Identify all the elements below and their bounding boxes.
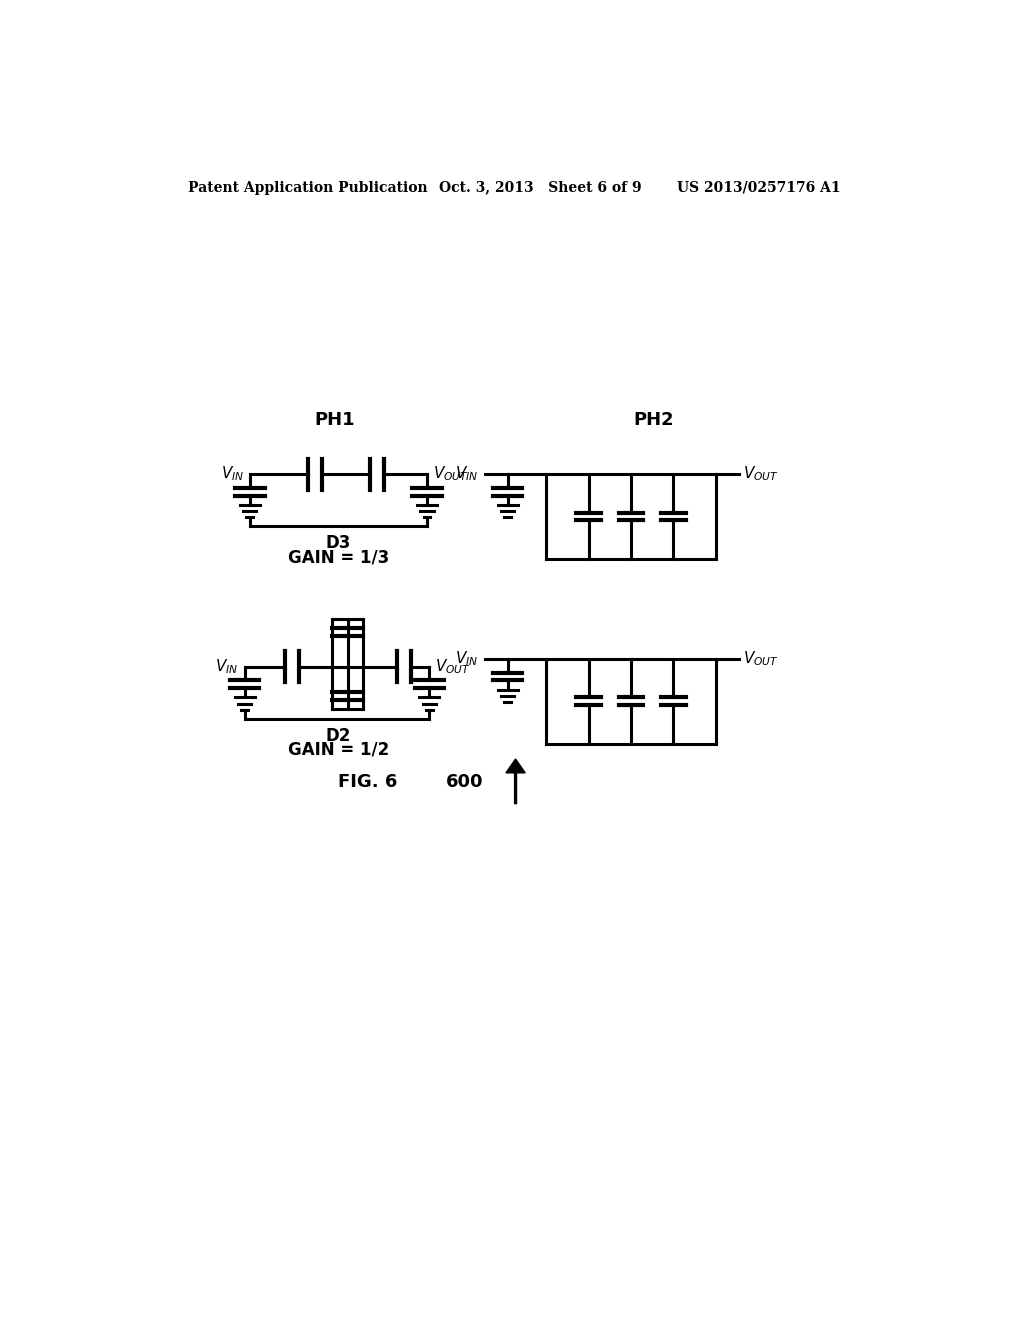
FancyArrow shape: [506, 759, 525, 804]
Text: $V_{OUT}$: $V_{OUT}$: [742, 649, 778, 668]
Text: D3: D3: [326, 535, 351, 552]
Text: PH2: PH2: [634, 412, 675, 429]
Text: PH1: PH1: [314, 412, 355, 429]
Text: GAIN = 1/2: GAIN = 1/2: [288, 741, 389, 759]
Text: $V_{IN}$: $V_{IN}$: [456, 465, 478, 483]
Text: GAIN = 1/3: GAIN = 1/3: [288, 548, 389, 566]
Text: $V_{IN}$: $V_{IN}$: [456, 649, 478, 668]
Text: $V_{OUT}$: $V_{OUT}$: [433, 465, 469, 483]
Text: $V_{OUT}$: $V_{OUT}$: [435, 657, 471, 676]
Text: $V_{OUT}$: $V_{OUT}$: [742, 465, 778, 483]
Text: FIG. 6: FIG. 6: [338, 774, 397, 791]
Text: $V_{IN}$: $V_{IN}$: [220, 465, 244, 483]
Text: $V_{IN}$: $V_{IN}$: [215, 657, 239, 676]
Text: Oct. 3, 2013   Sheet 6 of 9: Oct. 3, 2013 Sheet 6 of 9: [438, 181, 641, 194]
Text: US 2013/0257176 A1: US 2013/0257176 A1: [677, 181, 841, 194]
Text: 600: 600: [445, 774, 483, 791]
Text: Patent Application Publication: Patent Application Publication: [188, 181, 428, 194]
Text: D2: D2: [326, 727, 351, 744]
